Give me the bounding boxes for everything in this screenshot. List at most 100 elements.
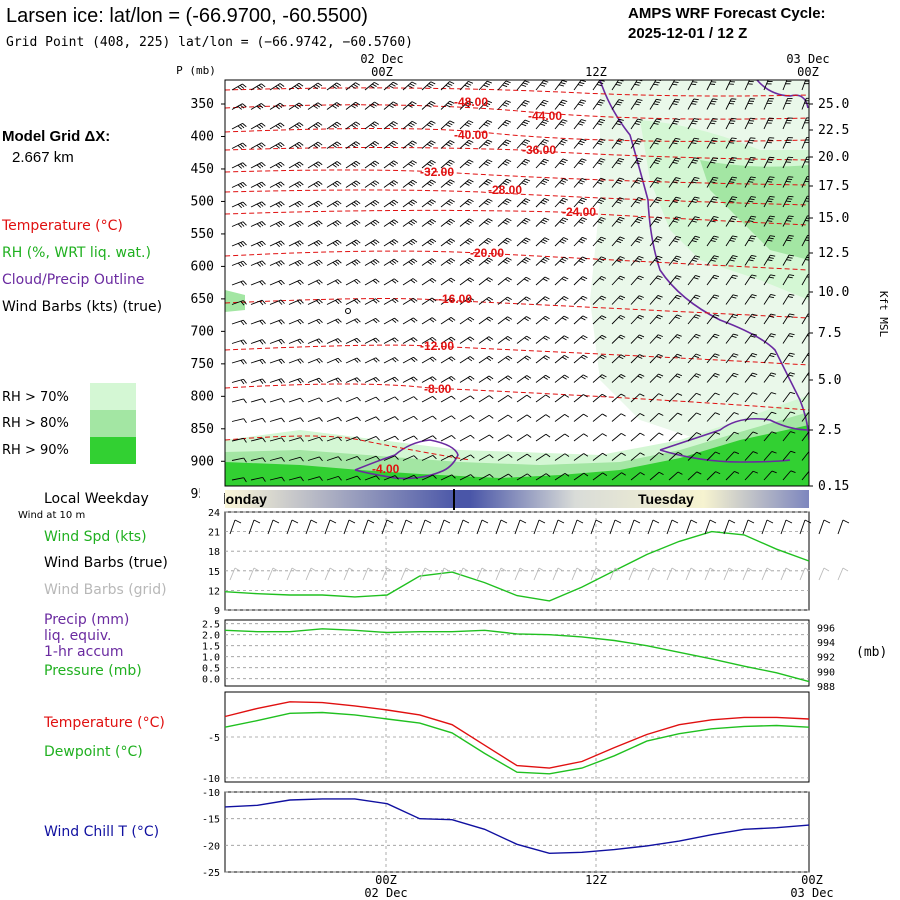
barb-feather (715, 451, 721, 455)
barb-staff (782, 274, 790, 286)
barb-feather (374, 121, 380, 125)
barb-feather (620, 393, 626, 397)
wind-barb (611, 99, 624, 110)
wind-barb (250, 221, 266, 228)
barb-feather (748, 200, 754, 203)
barb-feather (634, 181, 640, 184)
wind-barb (497, 237, 512, 247)
barb-feather (488, 336, 494, 340)
barb-feather (560, 82, 566, 85)
barb-feather (261, 280, 266, 285)
barb-staff (459, 198, 470, 208)
barb-staff (421, 140, 432, 149)
barb-staff (440, 238, 451, 247)
wind-barb (573, 276, 588, 286)
contour-label: -48.00 (454, 95, 488, 109)
barb-staff (459, 159, 470, 169)
barb-feather (332, 203, 337, 207)
barb-feather (337, 318, 342, 323)
barb-staff (801, 254, 809, 266)
barb-staff (516, 80, 526, 91)
wind-barb (250, 142, 266, 149)
surface-wind-barb (571, 519, 584, 535)
barb-feather (734, 471, 740, 474)
barb-feather (768, 198, 774, 200)
barb-feather (413, 396, 418, 401)
cross-section-frame (224, 79, 810, 487)
wind-barb (573, 472, 589, 481)
barb-feather (429, 318, 435, 323)
barb-staff (630, 354, 640, 364)
barb-feather (544, 217, 550, 221)
barb-feather (242, 221, 247, 226)
barb-staff (668, 334, 678, 344)
y2-tick-label: 988 (817, 682, 835, 693)
barb-feather (240, 301, 245, 306)
barb-feather (621, 432, 626, 437)
wind-barb (592, 80, 605, 91)
barb-staff (345, 357, 358, 364)
barb-feather (278, 379, 283, 384)
surface-wind-barb (780, 519, 793, 535)
barb-staff (497, 159, 507, 169)
barb-feather (258, 84, 264, 89)
barb-feather (299, 319, 304, 324)
barb-staff (440, 474, 453, 481)
top-hour-12z: 12Z (585, 65, 607, 79)
barb-feather (391, 338, 397, 343)
barb-staff (516, 375, 528, 383)
barb-feather (523, 278, 529, 282)
wind-barb (364, 475, 380, 481)
barb-staff (288, 476, 301, 481)
barb-staff (780, 519, 787, 535)
barb-feather (561, 258, 567, 262)
barb-staff (269, 397, 282, 403)
barb-feather (810, 471, 815, 473)
barb-feather (599, 258, 605, 262)
barb-feather (748, 161, 754, 164)
barb-staff (649, 354, 659, 364)
wind-barb (592, 334, 607, 344)
barb-staff (725, 137, 733, 149)
barb-feather (355, 219, 361, 224)
barb-staff (554, 99, 563, 110)
barb-staff (609, 519, 616, 535)
barb-feather (787, 276, 793, 279)
barb-feather (243, 359, 247, 364)
barb-feather (242, 162, 247, 167)
wind-barb (801, 391, 809, 403)
barb-staff (611, 472, 622, 481)
barb-feather (578, 240, 584, 244)
barb-feather (692, 81, 698, 83)
barb-staff (476, 519, 483, 535)
barb-feather (466, 161, 472, 165)
barb-feather (237, 184, 242, 189)
barb-feather (243, 339, 247, 345)
barb-feather (788, 254, 794, 257)
barb-feather (637, 277, 643, 281)
barb-feather (657, 295, 663, 298)
barb-feather (374, 82, 379, 86)
barb-feather (337, 279, 342, 284)
wind-barb (440, 474, 456, 481)
barb-feather (370, 261, 375, 266)
barb-staff (402, 160, 413, 169)
barb-staff (421, 218, 432, 227)
barb-feather (280, 339, 285, 344)
barb-staff (250, 181, 262, 188)
barb-feather (769, 195, 775, 198)
barb-staff (269, 378, 282, 383)
grid-wind-barb (438, 567, 450, 581)
wind-barb (611, 413, 626, 422)
barb-feather (468, 80, 474, 84)
barb-feather (410, 259, 416, 264)
wind-barb (706, 471, 721, 481)
barb-feather (408, 222, 413, 226)
barb-staff (288, 200, 300, 208)
surface-wind-barb (400, 519, 413, 535)
wind-barb (250, 299, 266, 306)
barb-feather (541, 101, 547, 105)
barb-staff (573, 453, 584, 461)
barb-feather (733, 431, 739, 435)
barb-feather (712, 218, 718, 221)
